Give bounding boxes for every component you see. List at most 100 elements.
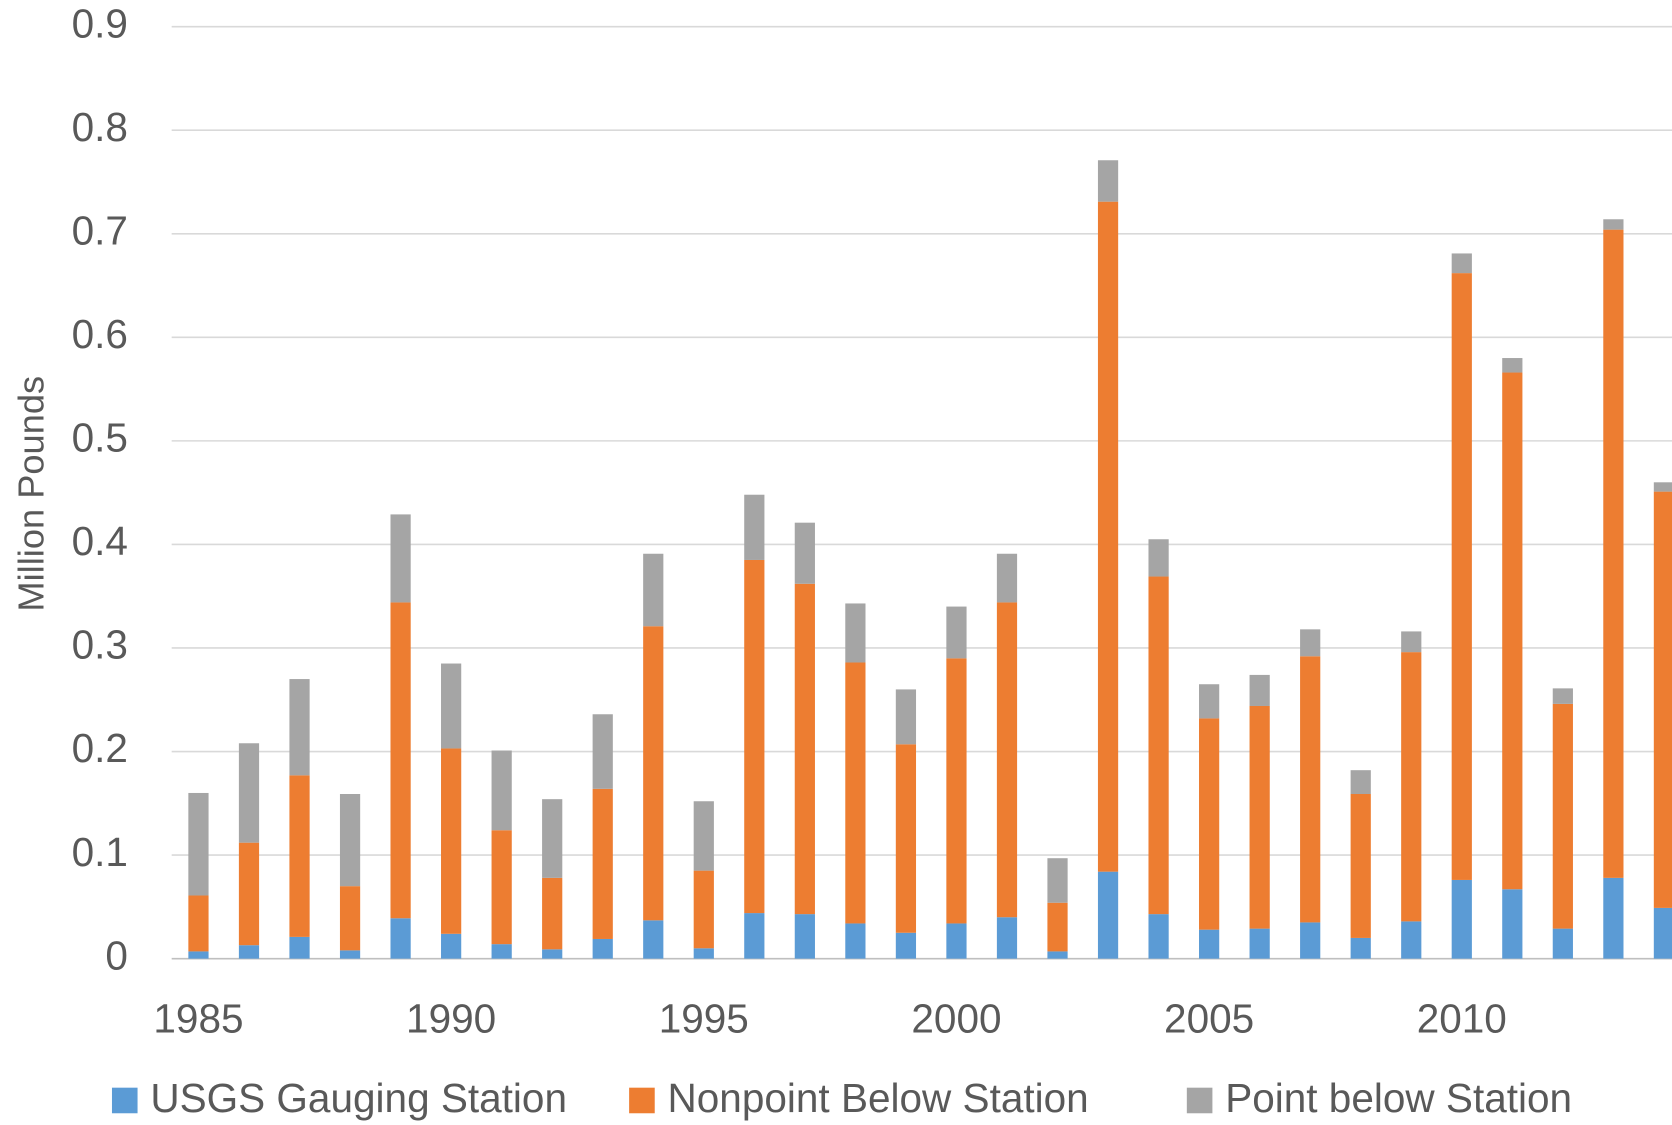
bar-segment	[895, 689, 917, 745]
bar-segment	[1653, 491, 1672, 908]
bar-segment	[643, 553, 664, 627]
bar-segment	[542, 877, 563, 950]
bar-segment	[1502, 889, 1523, 959]
legend-swatch	[1186, 1087, 1213, 1114]
y-tick-label: 0.1	[72, 829, 128, 875]
bar-segment	[996, 917, 1018, 959]
bar-segment	[1300, 656, 1321, 923]
bar-segment	[542, 949, 563, 959]
bar-segment	[693, 870, 714, 949]
bar-segment	[339, 950, 361, 959]
bar-segment	[946, 606, 967, 659]
bar-segment	[845, 603, 866, 663]
bar-segment	[1451, 879, 1472, 959]
y-tick-label: 0.7	[72, 207, 128, 253]
x-tick-label: 2005	[1164, 995, 1254, 1041]
y-tick-label: 0.5	[72, 415, 128, 461]
bar-segment	[895, 932, 917, 959]
bar-segment	[390, 514, 411, 603]
bar-segment	[1047, 858, 1068, 903]
bar-segment	[188, 951, 209, 959]
bar-segment	[491, 944, 512, 959]
x-tick-label: 1990	[406, 995, 496, 1041]
y-tick-label: 0.8	[72, 104, 128, 150]
bar-segment	[441, 663, 462, 749]
bar-segment	[744, 559, 765, 914]
bar-segment	[1451, 253, 1472, 274]
bar-segment	[1148, 539, 1169, 577]
x-tick-label: 1995	[659, 995, 749, 1041]
bar-segment	[542, 799, 563, 878]
x-tick-label: 2010	[1417, 995, 1507, 1041]
bar-segment	[592, 938, 613, 959]
bar-segment	[390, 602, 411, 919]
labels: 0 0.1 0.2 0.3 0.4 0.5 0.6 0.7 0.8 0.9 1985 1990 1995…	[72, 0, 1572, 1121]
bar-segment	[1653, 482, 1672, 492]
bar-segment	[845, 662, 866, 924]
bar-segment	[643, 626, 664, 921]
bar-segment	[946, 923, 967, 959]
bar-segment	[1148, 576, 1169, 915]
bar-segment	[188, 895, 209, 952]
y-tick-label: 0	[105, 932, 128, 978]
bar-segment	[1653, 907, 1672, 959]
bar-segment	[845, 923, 866, 959]
bar-segment	[289, 775, 310, 937]
bar-segment	[188, 792, 209, 896]
bar-segment	[1350, 793, 1371, 938]
bar-segment	[1502, 372, 1523, 890]
bar-segment	[643, 920, 664, 959]
bar-segment	[1097, 871, 1119, 959]
bar-segment	[1249, 928, 1270, 959]
bar-segment	[1047, 902, 1068, 952]
bar-segment	[1097, 201, 1119, 872]
bar-segment	[1401, 631, 1422, 653]
bar-segment	[1350, 937, 1371, 959]
legend-label: Point below Station	[1225, 1075, 1572, 1121]
bar-segment	[1401, 921, 1422, 959]
bar-segment	[744, 913, 765, 959]
bar-segment	[1148, 914, 1169, 959]
bar-segment	[1199, 684, 1220, 719]
y-tick-label: 0.2	[72, 725, 128, 771]
bar-segment	[441, 933, 462, 959]
bar-segment	[1603, 877, 1624, 959]
bar-segment	[1350, 770, 1371, 794]
bar-segment	[1047, 951, 1068, 959]
bar-segment	[491, 830, 512, 945]
bar-segment	[339, 793, 361, 887]
bar-segment	[238, 743, 260, 843]
bar-segment	[1097, 160, 1119, 202]
x-tick-label: 1985	[153, 995, 243, 1041]
bar-segment	[693, 948, 714, 959]
legend-label: Nonpoint Below Station	[668, 1075, 1089, 1121]
bar-segment	[693, 801, 714, 871]
bar-segment	[390, 918, 411, 959]
bar-segment	[946, 658, 967, 924]
bar-segment	[1552, 928, 1573, 959]
bar-segment	[996, 602, 1018, 918]
y-tick-label: 0.4	[72, 518, 128, 564]
bar-segment	[1300, 629, 1321, 657]
bar-segment	[744, 494, 765, 560]
bar-segment	[1603, 219, 1624, 230]
bar-segment	[592, 714, 613, 789]
bar-segment	[491, 750, 512, 831]
bar-segment	[1401, 652, 1422, 922]
bar-segment	[441, 748, 462, 934]
y-axis-label: Million Pounds	[11, 376, 52, 612]
grid	[171, 25, 1672, 960]
bar-segment	[996, 553, 1018, 603]
bar-segment	[1552, 703, 1573, 929]
bar-segment	[592, 788, 613, 939]
y-tick-label: 0.3	[72, 622, 128, 668]
bar-segment	[1249, 705, 1270, 929]
bar-segment	[895, 744, 917, 933]
legend-swatch	[629, 1087, 655, 1114]
y-tick-label: 0.9	[72, 0, 128, 46]
bar-segment	[289, 936, 310, 959]
bar-segment	[1502, 358, 1523, 373]
legend-swatch	[111, 1087, 138, 1114]
